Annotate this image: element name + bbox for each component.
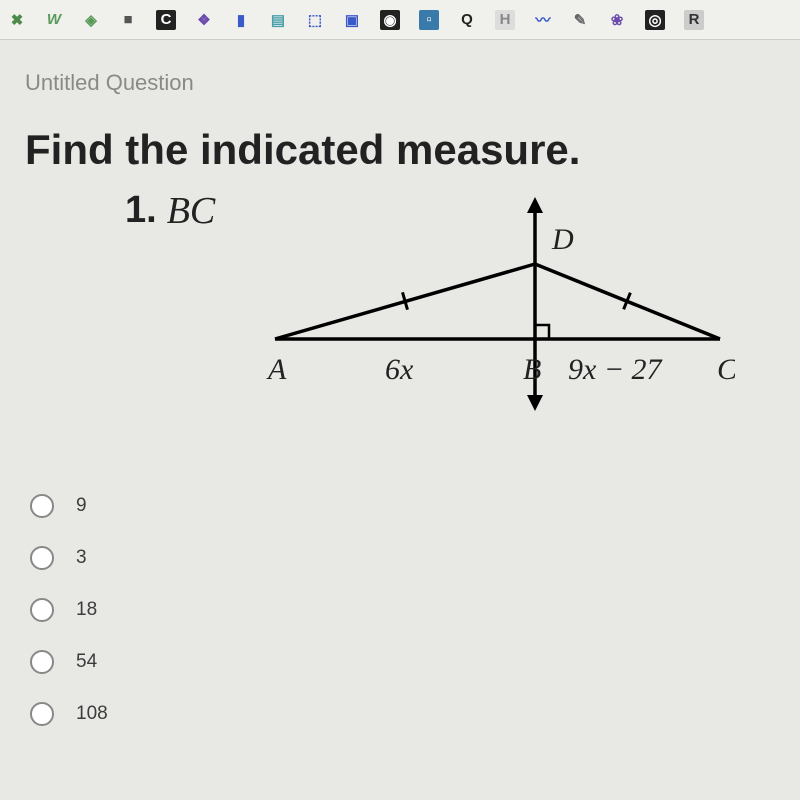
svg-text:D: D (551, 223, 574, 256)
problem-target: BC (167, 189, 216, 233)
tab-icon-9[interactable]: ▣ (343, 11, 361, 29)
option-row-2[interactable]: 18 (30, 598, 775, 622)
tab-icon-8[interactable]: ⬚ (306, 11, 324, 29)
question-prompt: Find the indicated measure. (25, 126, 775, 174)
option-text: 18 (76, 599, 97, 621)
tab-icon-10[interactable]: ◉ (380, 10, 400, 30)
svg-text:A: A (266, 353, 287, 386)
diagram-container: A B C D 6x 9x − 27 (255, 189, 735, 424)
option-text: 9 (76, 495, 87, 517)
tab-icon-0[interactable]: ✖ (8, 11, 26, 29)
tab-icon-15[interactable]: ✎ (571, 11, 589, 29)
tab-icon-7[interactable]: ▤ (269, 11, 287, 29)
tab-icon-1[interactable]: W (45, 11, 63, 29)
tab-icon-16[interactable]: ❀ (608, 11, 626, 29)
tab-icon-14[interactable]: 〰 (534, 11, 552, 29)
option-text: 108 (76, 703, 108, 725)
question-content: Untitled Question Find the indicated mea… (0, 40, 800, 784)
option-text: 3 (76, 547, 87, 569)
svg-text:6x: 6x (385, 353, 414, 386)
question-label: Untitled Question (25, 70, 775, 96)
tab-icon-2[interactable]: ◈ (82, 11, 100, 29)
tab-icon-3[interactable]: ■ (119, 11, 137, 29)
radio-button[interactable] (30, 650, 54, 674)
option-row-4[interactable]: 108 (30, 702, 775, 726)
option-row-1[interactable]: 3 (30, 546, 775, 570)
radio-button[interactable] (30, 546, 54, 570)
tab-icon-5[interactable]: ❖ (195, 11, 213, 29)
problem-row: 1. BC ABCD6x9x − 27 (125, 189, 775, 424)
radio-button[interactable] (30, 702, 54, 726)
tab-icon-17[interactable]: ◎ (645, 10, 665, 30)
option-row-3[interactable]: 54 (30, 650, 775, 674)
geometry-diagram: A B C D 6x 9x − 27 (255, 189, 735, 419)
option-row-0[interactable]: 9 (30, 494, 775, 518)
tab-icon-6[interactable]: ▮ (232, 11, 250, 29)
radio-button[interactable] (30, 494, 54, 518)
svg-text:C: C (717, 353, 735, 386)
tab-icon-18[interactable]: R (684, 10, 704, 30)
answer-options: 9 3 18 54 108 (30, 494, 775, 726)
tab-icon-4[interactable]: C (156, 10, 176, 30)
option-text: 54 (76, 651, 97, 673)
browser-tabs-bar: ✖ W ◈ ■ C ❖ ▮ ▤ ⬚ ▣ ◉ ▫ Q H 〰 ✎ ❀ ◎ R (0, 0, 800, 40)
tab-icon-13[interactable]: H (495, 10, 515, 30)
svg-text:B: B (523, 353, 541, 386)
tab-icon-11[interactable]: ▫ (419, 10, 439, 30)
radio-button[interactable] (30, 598, 54, 622)
tab-icon-12[interactable]: Q (458, 11, 476, 29)
problem-number: 1. (125, 189, 157, 232)
svg-text:9x − 27: 9x − 27 (568, 353, 664, 386)
